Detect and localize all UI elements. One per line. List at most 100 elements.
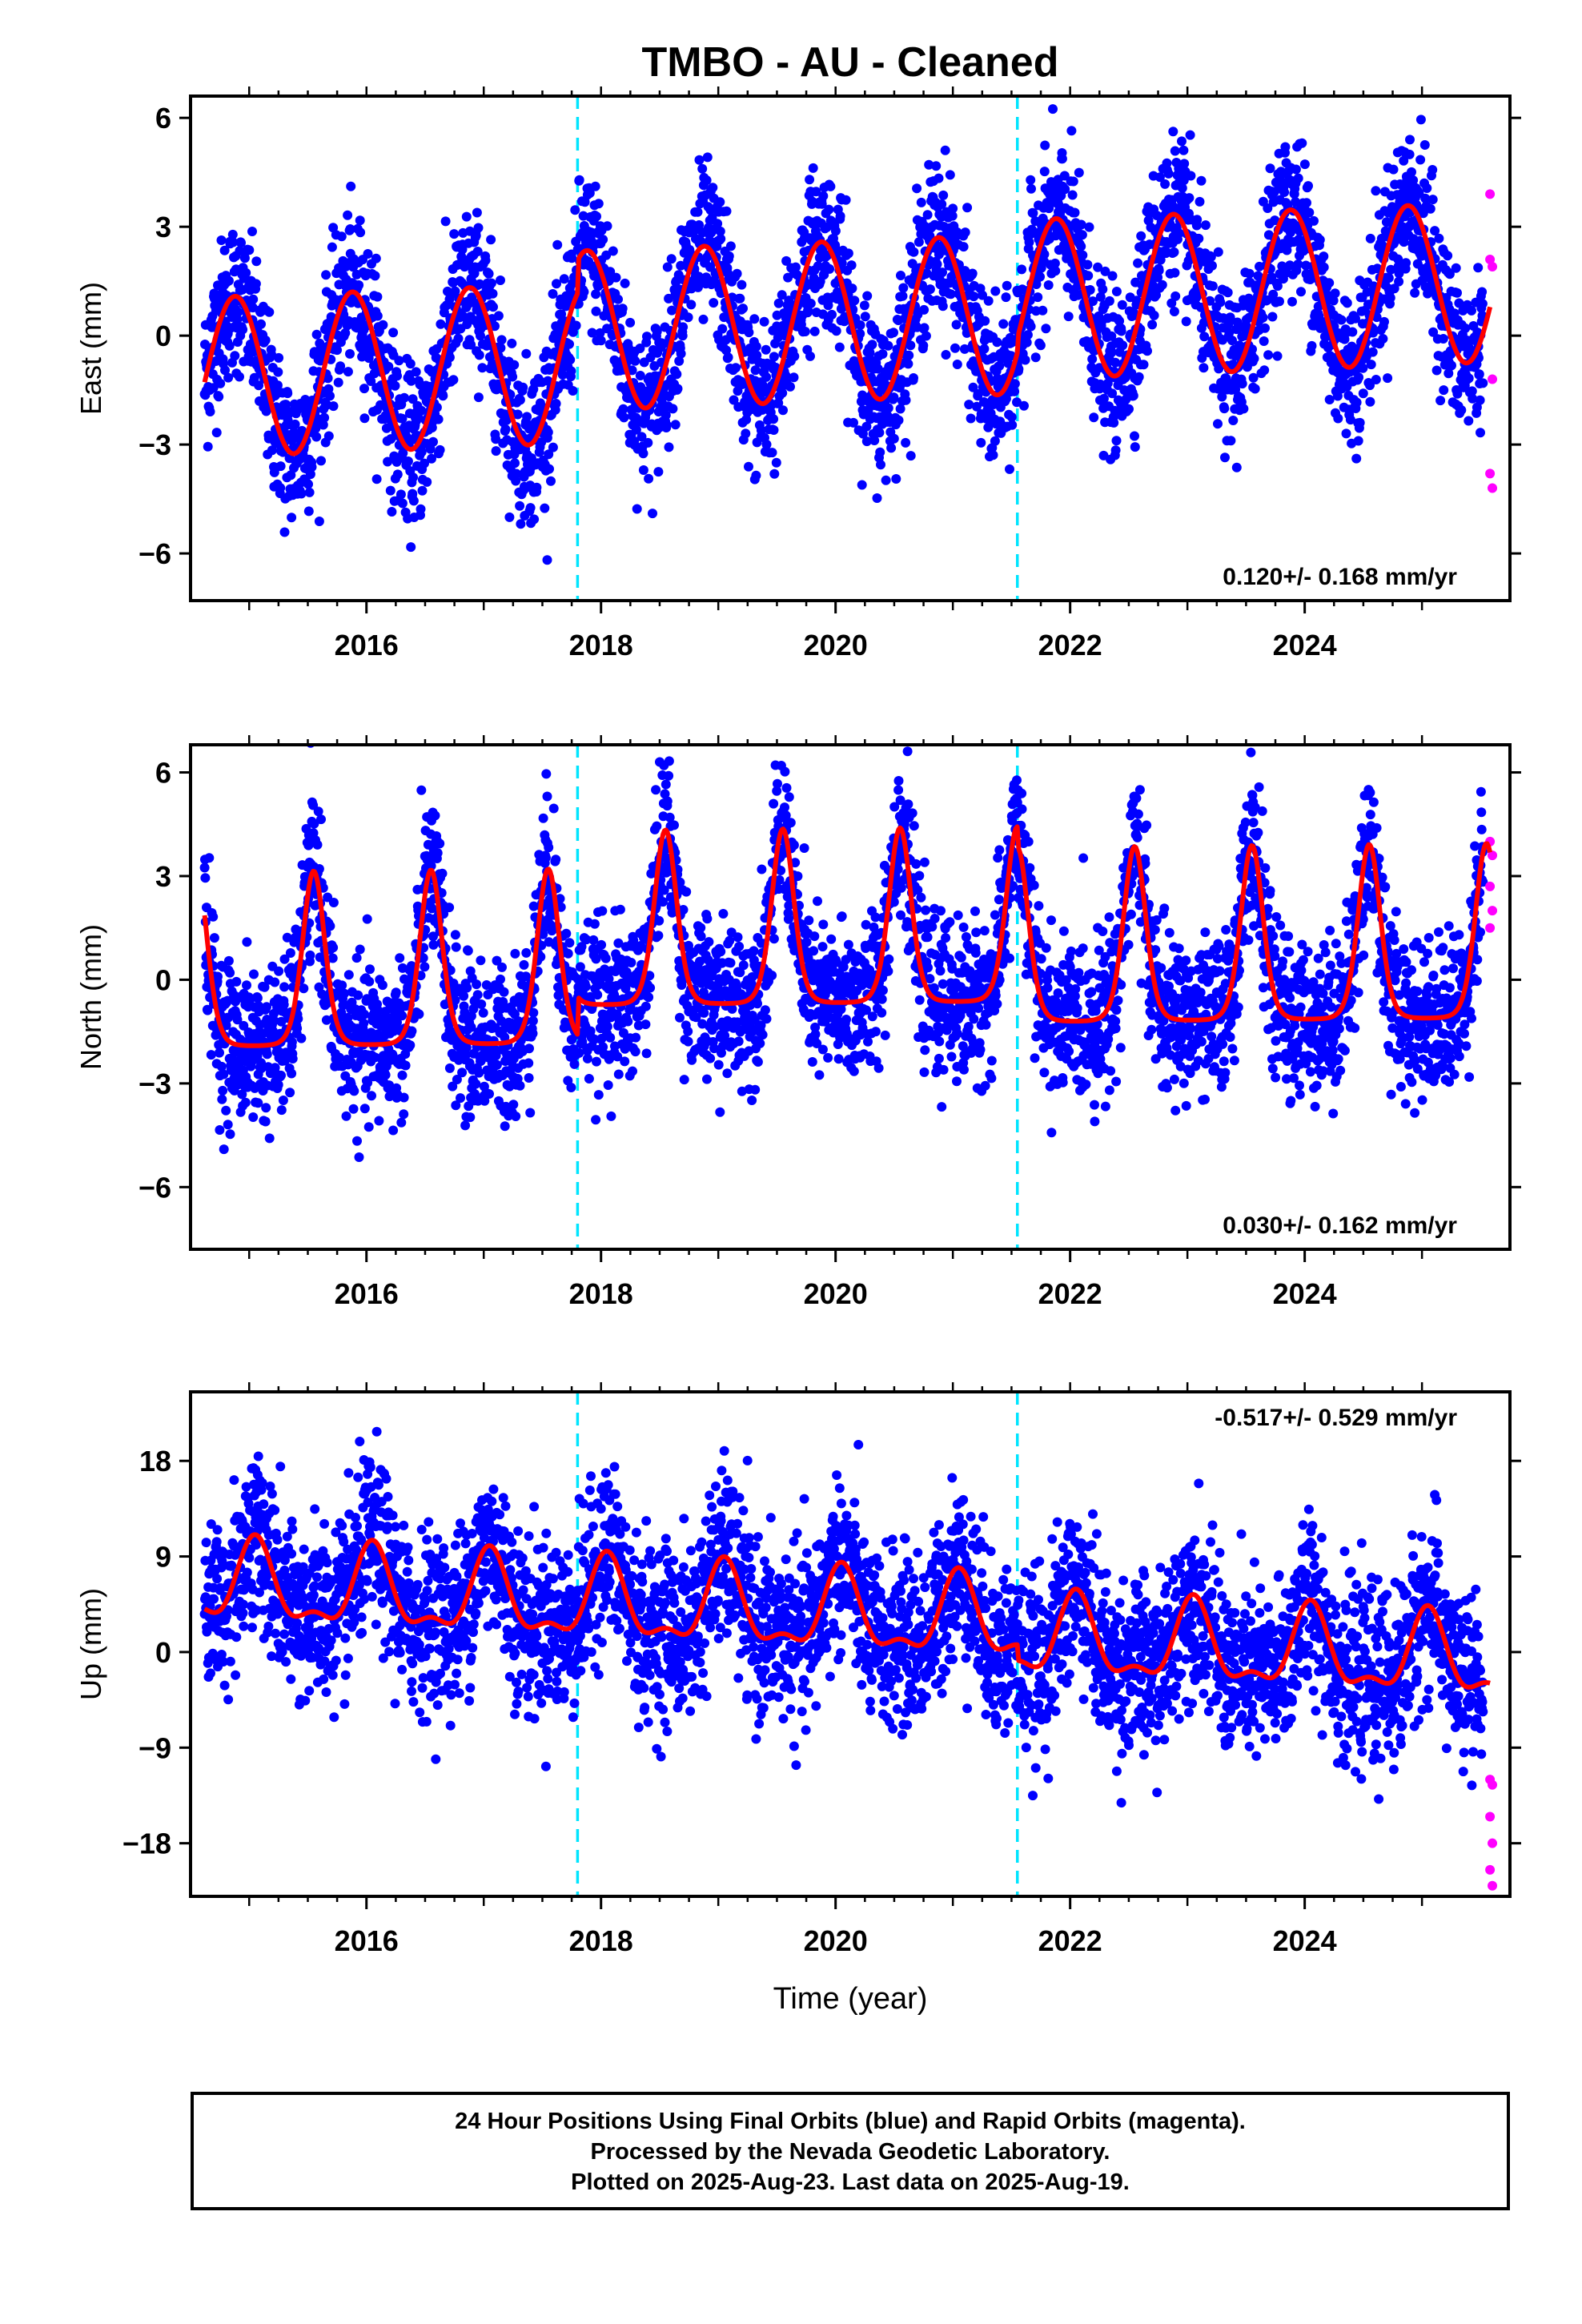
final-orbit-point [359,1104,370,1114]
final-orbit-point [875,447,885,457]
final-orbit-point [777,290,787,300]
final-orbit-point [267,349,277,360]
final-orbit-point [305,950,315,960]
final-orbit-point [276,1070,286,1080]
final-orbit-point [749,314,760,324]
final-orbit-point [247,227,257,236]
final-orbit-point [341,1111,351,1121]
final-orbit-point [394,356,404,366]
final-orbit-point [1324,278,1335,288]
final-orbit-point [715,226,725,236]
final-orbit-point [672,369,682,380]
final-orbit-point [1347,327,1358,337]
final-orbit-point [359,413,370,424]
final-orbit-point [206,1050,216,1060]
final-orbit-point [732,268,742,279]
final-orbit-point [769,425,779,435]
final-orbit-point [328,898,339,907]
final-orbit-point [311,423,321,433]
final-orbit-point [717,324,728,334]
final-orbit-point [1078,250,1088,260]
final-orbit-point [327,953,338,963]
final-orbit-point [1275,296,1284,307]
final-orbit-point [988,450,998,460]
final-orbit-point [1116,326,1126,336]
final-orbit-point [540,503,550,513]
final-orbit-point [416,405,427,416]
final-orbit-point [729,395,739,405]
x-tick-label: 2016 [335,629,399,661]
final-orbit-point [397,1070,408,1080]
final-orbit-point [980,316,990,326]
final-orbit-point [697,163,708,174]
final-orbit-point [388,328,399,338]
final-orbit-point [260,335,271,345]
final-orbit-point [1117,300,1127,310]
final-orbit-point [591,289,601,300]
final-orbit-point [1464,416,1474,426]
final-orbit-point [460,1120,471,1131]
final-orbit-point [497,962,507,972]
final-orbit-point [466,340,476,350]
final-orbit-point [396,1117,407,1128]
final-orbit-point [1186,171,1196,181]
final-orbit-point [1302,198,1311,208]
final-orbit-point [859,300,869,311]
final-orbit-point [340,328,351,338]
final-orbit-point [417,485,428,496]
final-orbit-point [472,990,483,1000]
final-orbit-point [220,365,230,376]
final-orbit-point [1147,320,1158,330]
final-orbit-point [1020,355,1030,365]
final-orbit-point [199,862,210,873]
final-orbit-point [463,946,473,956]
final-orbit-point [433,414,444,424]
final-orbit-point [274,966,284,976]
final-orbit-point [1452,287,1462,298]
final-orbit-point [584,188,595,199]
final-orbit-point [270,977,280,987]
final-orbit-point [1098,284,1108,295]
final-orbit-point [314,517,324,526]
final-orbit-point [1371,186,1381,196]
final-orbit-point [543,427,553,437]
final-orbit-point [323,431,334,441]
final-orbit-point [1296,287,1306,297]
final-orbit-point [343,970,354,980]
final-orbit-point [406,376,416,386]
final-orbit-point [895,404,905,414]
final-orbit-point [260,1116,271,1127]
final-orbit-point [1149,310,1159,320]
final-orbit-point [390,380,400,391]
final-orbit-point [405,359,416,369]
final-orbit-point [855,320,865,330]
final-orbit-point [1226,436,1236,446]
final-orbit-point [805,175,815,185]
final-orbit-point [472,207,482,218]
final-orbit-point [459,991,469,1001]
final-orbit-point [1299,159,1310,170]
final-orbit-point [1394,276,1404,287]
final-orbit-point [515,1080,525,1091]
final-orbit-point [777,388,788,398]
final-orbit-point [374,1116,384,1126]
final-orbit-point [876,460,885,470]
final-orbit-point [636,432,647,442]
final-orbit-point [387,507,397,517]
final-orbit-point [408,496,419,506]
final-orbit-point [345,224,355,234]
final-orbit-point [756,425,766,436]
final-orbit-point [881,475,891,485]
final-orbit-point [450,286,460,296]
final-orbit-point [1194,233,1204,243]
final-orbit-point [862,291,873,301]
final-orbit-point [488,288,498,299]
final-orbit-point [273,367,283,377]
final-orbit-point [1355,417,1365,428]
final-orbit-point [476,331,485,341]
final-orbit-point [512,409,523,420]
final-orbit-point [211,428,222,438]
final-orbit-point [1111,287,1122,296]
